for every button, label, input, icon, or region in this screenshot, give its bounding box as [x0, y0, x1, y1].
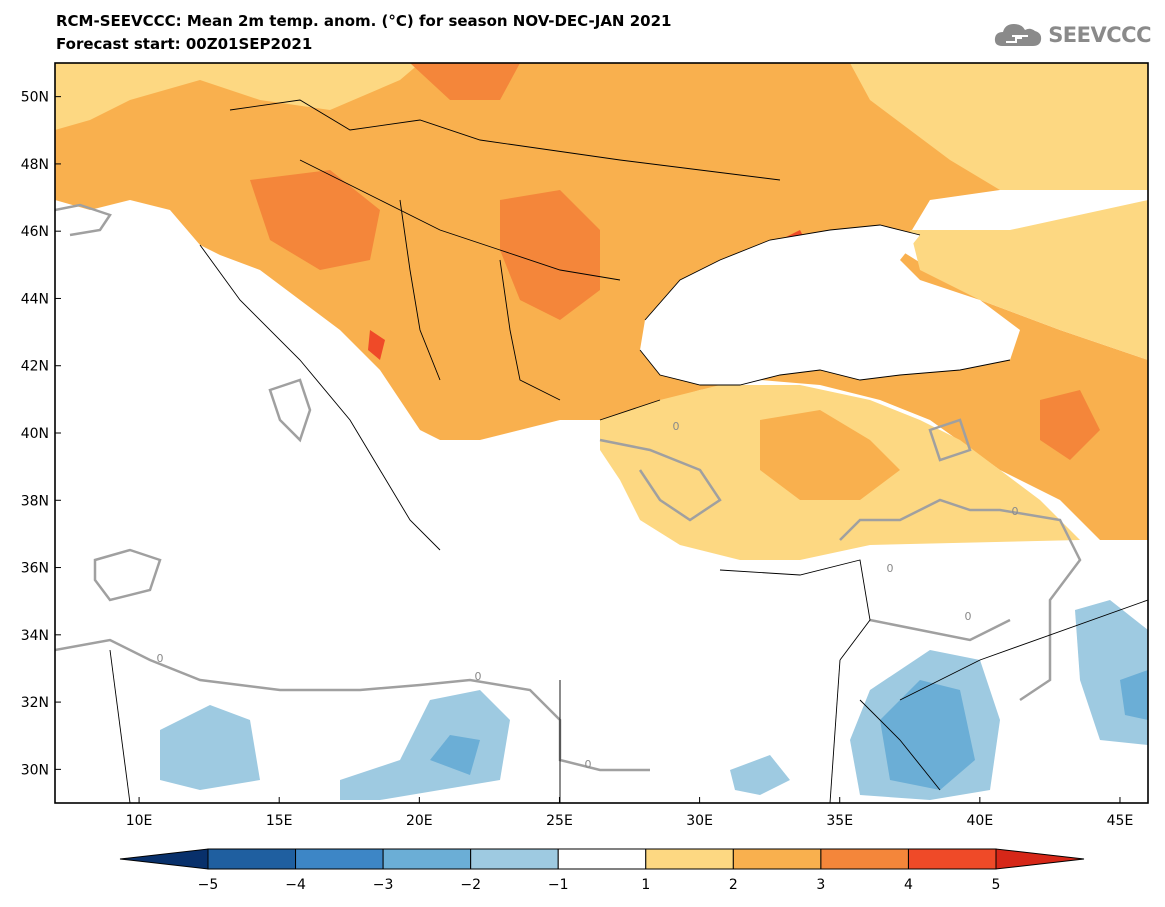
colorbar-label: 4: [904, 877, 913, 893]
logo-text: SEEVCCC: [1048, 23, 1151, 47]
forecast-start: Forecast start: 00Z01SEP2021: [56, 35, 313, 53]
anomaly-zone-neg-libya: [160, 705, 260, 790]
colorbar-segment: [557, 848, 647, 870]
lat-label: 40N: [21, 426, 49, 442]
lat-label: 46N: [21, 224, 49, 240]
contour-label: 0: [157, 652, 164, 665]
mediterranean-sea: [55, 250, 870, 690]
colorbar-segment: [732, 848, 822, 870]
colorbar-segment: [207, 848, 297, 870]
lat-label: 50N: [21, 90, 49, 106]
anomaly-zone-1-2-ne: [850, 63, 1148, 190]
colorbar-label: −1: [548, 877, 569, 893]
lon-label: 20E: [406, 813, 433, 829]
colorbar-label: −3: [373, 877, 394, 893]
colorbar-segment: [382, 848, 472, 870]
anomaly-zone-3-4-caucasus: [1040, 390, 1100, 460]
anomaly-zone-3-4-central: [250, 170, 380, 270]
anomaly-zone-1-2-east: [910, 200, 1148, 360]
lat-label: 34N: [21, 628, 49, 644]
anomaly-zone-turkey-orange: [760, 410, 900, 500]
contour-label: 0: [585, 758, 592, 771]
lat-label: 48N: [21, 157, 49, 173]
contour-label: 0: [965, 610, 972, 623]
black-sea: [640, 225, 1020, 385]
map-plot-area: 0 0 0 0 0 0 0: [55, 63, 1148, 803]
colorbar-segment: [470, 848, 559, 870]
colorbar-segment: [295, 848, 384, 870]
lat-label: 42N: [21, 359, 49, 375]
anomaly-zone-3-4-north: [410, 63, 520, 100]
colorbar-label: 5: [992, 877, 1001, 893]
map-title: RCM-SEEVCCC: Mean 2m temp. anom. (°C) fo…: [56, 12, 672, 30]
anomaly-zone-4-5-adriatic: [368, 330, 385, 360]
lon-label: 25E: [546, 813, 573, 829]
anomaly-zone-neg-egypt: [730, 755, 790, 795]
cloud-icon: [995, 24, 1042, 46]
lon-label: 30E: [686, 813, 713, 829]
colorbar-segment: [907, 848, 997, 870]
lat-label: 30N: [21, 762, 49, 778]
colorbar-label: −4: [285, 877, 306, 893]
contour-label: 0: [887, 562, 894, 575]
latitude-ticks: 50N 48N 46N 44N 42N 40N 38N 36N 34N 32N 30N: [21, 90, 61, 778]
lat-label: 44N: [21, 291, 49, 307]
contour-label: 0: [673, 420, 680, 433]
colorbar-label: 2: [729, 877, 738, 893]
anomaly-zone-neg-jordan-core: [880, 680, 975, 790]
colorbar-segment: [820, 848, 909, 870]
seevccc-logo: SEEVCCC: [992, 20, 1151, 50]
lon-label: 35E: [826, 813, 853, 829]
coastlines-borders: [109, 99, 1148, 803]
lon-label: 45E: [1107, 813, 1134, 829]
anomaly-zone-neg-cyrenaica-core: [430, 735, 480, 775]
colorbar-segment: [645, 848, 734, 870]
colorbar-label: 3: [816, 877, 825, 893]
colorbar-arrow-low: [119, 848, 209, 870]
colorbar-label: 1: [641, 877, 650, 893]
anomaly-zone-3-4-danube: [500, 190, 600, 320]
anomaly-zone-1-2-north: [55, 63, 420, 130]
lat-label: 32N: [21, 695, 49, 711]
colorbar: −5 −4 −3 −2 −1 1 2 3 4 5: [119, 848, 1085, 893]
longitude-ticks: 10E 15E 20E 25E 30E 35E 40E 45E: [126, 797, 1134, 829]
colorbar-arrow-high: [995, 848, 1085, 870]
anomaly-zone-neg-iraq-core: [1120, 670, 1148, 720]
lon-label: 40E: [967, 813, 994, 829]
lat-label: 38N: [21, 493, 49, 509]
contour-label: 0: [1012, 505, 1019, 518]
colorbar-label: −2: [460, 877, 481, 893]
lon-label: 10E: [126, 813, 153, 829]
lat-label: 36N: [21, 561, 49, 577]
colorbar-label: −5: [198, 877, 219, 893]
contour-label: 0: [475, 670, 482, 683]
lon-label: 15E: [266, 813, 293, 829]
